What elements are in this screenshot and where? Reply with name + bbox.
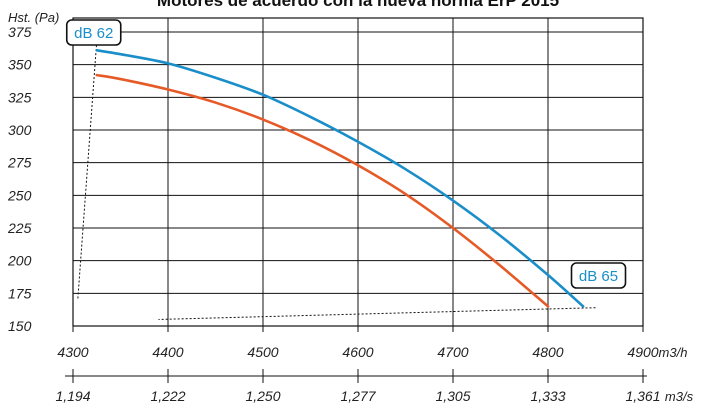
- x-tick-label: 4600: [342, 344, 373, 360]
- y-tick-label: 275: [7, 155, 32, 171]
- y-tick-label: 375: [8, 24, 32, 40]
- x-tick-label: 4500: [247, 344, 278, 360]
- annotation-leader-line: [77, 41, 98, 300]
- x-ticks: 4300 4400 4500 4600 4700 4800 4900: [57, 344, 658, 360]
- y-tick-label: 250: [7, 187, 32, 203]
- annotation-label: dB 62: [74, 25, 113, 42]
- x-tick-label: 4400: [152, 344, 183, 360]
- x-tick-label: 4300: [57, 344, 88, 360]
- annotation-lines: [77, 41, 596, 320]
- x-tick-label: 4900: [627, 344, 658, 360]
- plot-frame: [72, 17, 644, 327]
- x-tick-label: 4700: [437, 344, 468, 360]
- y-tick-label: 300: [8, 122, 32, 138]
- y-tick-label: 200: [7, 253, 32, 269]
- y-tick-label: 150: [8, 318, 32, 334]
- series-group: [95, 48, 585, 308]
- y-tick-label: 175: [8, 285, 32, 301]
- x-tick-label: 4800: [532, 344, 563, 360]
- series-line-1: [95, 48, 585, 308]
- secondary-x-tick-label: 1,305: [435, 388, 470, 404]
- secondary-x-tick-label: 1,361: [625, 388, 660, 404]
- secondary-x-tick-label: 1,250: [245, 388, 280, 404]
- annotation-leader-line: [158, 307, 596, 320]
- annotation-label: dB 65: [579, 268, 618, 285]
- y-tick-label: 350: [8, 57, 32, 73]
- secondary-x-tick-label: 1,222: [150, 388, 185, 404]
- y-tick-label: 325: [8, 89, 32, 105]
- secondary-x-tick-label: 1,277: [340, 388, 376, 404]
- y-tick-label: 225: [7, 220, 32, 236]
- secondary-x-axis-label: m3/s: [665, 389, 694, 404]
- annotation-boxes: dB 62 dB 65: [65, 19, 627, 289]
- secondary-x-axis: 1,194 1,222 1,250 1,277 1,305 1,333 1,361: [55, 369, 661, 404]
- x-axis-label: m3/h: [659, 345, 688, 360]
- secondary-x-tick-label: 1,333: [530, 388, 565, 404]
- series-line-2: [95, 73, 550, 308]
- y-axis-label: Hst. (Pa): [8, 10, 59, 25]
- secondary-x-tick-label: 1,194: [55, 388, 90, 404]
- y-ticks: 150 175 200 225 250 275 300 325 350 375: [7, 24, 32, 334]
- chart-title: Motores de acuerdo con la nueva norma Er…: [157, 0, 559, 10]
- annotation-box: [65, 19, 122, 46]
- annotation-box: [570, 262, 627, 289]
